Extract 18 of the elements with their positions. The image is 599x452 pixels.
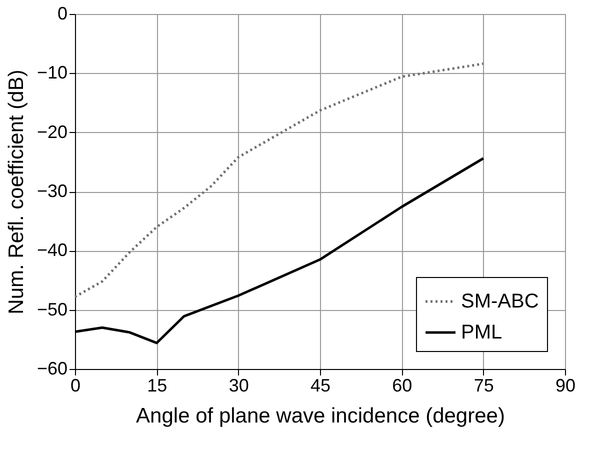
x-tick-label: 15	[147, 376, 168, 396]
x-tick-label: 60	[392, 376, 412, 396]
x-tick-label: 30	[228, 376, 249, 396]
x-tick-label: 90	[555, 376, 576, 396]
legend-label: PML	[461, 322, 502, 344]
y-tick-label: 0	[57, 4, 68, 24]
x-tick-label: 45	[310, 376, 331, 396]
legend-label: SM-ABC	[461, 290, 539, 312]
x-axis-title: Angle of plane wave incidence (degree)	[136, 404, 505, 428]
x-tick-label: 75	[474, 376, 494, 396]
y-tick-label: −60	[36, 358, 68, 378]
y-tick-label: −20	[36, 122, 68, 142]
y-axis-title: Num. Refl. coefficient (dB)	[4, 70, 28, 314]
y-tick-label: −30	[36, 181, 68, 201]
y-tick-label: −10	[36, 62, 68, 83]
y-tick-label: −40	[36, 240, 68, 260]
y-tick-label: −50	[36, 299, 68, 320]
x-tick-label: 0	[70, 376, 81, 396]
